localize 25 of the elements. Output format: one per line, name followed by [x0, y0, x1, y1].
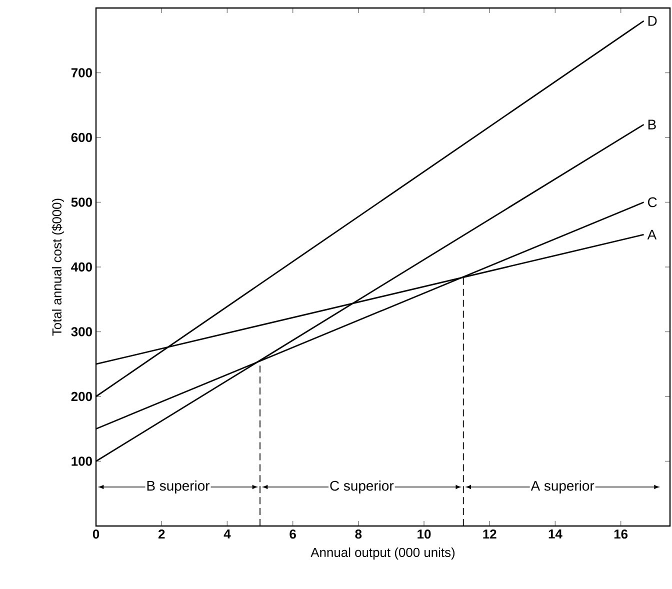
x-tick-label: 14 [548, 530, 562, 538]
x-tick-label: 16 [614, 530, 628, 539]
x-axis-title: Annual output (000 units) [310, 548, 455, 560]
y-tick-label: 700 [71, 68, 92, 78]
x-tick-label: 12 [483, 530, 496, 539]
series-label: C [648, 197, 657, 208]
annotation: B superior [147, 480, 210, 494]
y-tick-label: 200 [71, 392, 92, 402]
series-label: A [647, 230, 657, 240]
x-tick-label: 10 [418, 530, 431, 539]
x-tick-label: 2 [158, 530, 165, 539]
y-tick-label: 300 [71, 327, 92, 336]
x-tick-label: 6 [290, 530, 296, 539]
y-tick-label: 100 [72, 456, 92, 466]
x-tick-label: 8 [355, 530, 362, 539]
y-axis-title: Total annual cost ($000) [52, 198, 64, 336]
annotation: A superior [530, 480, 594, 494]
x-tick-label: 4 [224, 530, 231, 538]
annotation: C superior [330, 480, 394, 494]
y-tick-label: 400 [71, 262, 92, 272]
series-label: D [648, 16, 657, 26]
y-tick-label: 600 [71, 132, 92, 142]
y-tick-label: 500 [71, 198, 92, 207]
x-tick-label: 0 [92, 530, 100, 539]
series-label: B [648, 120, 656, 130]
